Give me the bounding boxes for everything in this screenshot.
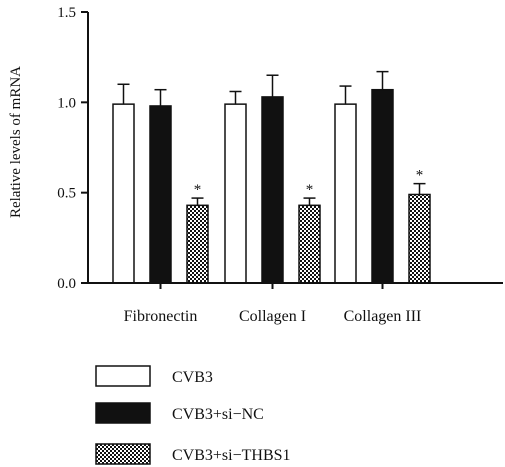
legend-swatch: [95, 365, 151, 387]
significance-marker: *: [416, 168, 424, 184]
bar: [334, 103, 357, 284]
bar: [149, 105, 172, 284]
y-axis: 0.0 0.5 1.0 1.5: [57, 5, 89, 292]
x-axis: Fibronectin Collagen I Collagen III: [88, 282, 503, 325]
y-tick-label: 1.5: [57, 5, 76, 21]
bar: [298, 204, 321, 284]
y-tick-label: 1.0: [57, 95, 76, 111]
significance-marker: *: [306, 182, 314, 198]
y-tick-label: 0.5: [57, 186, 76, 202]
bar: [261, 96, 284, 284]
bar: [371, 88, 394, 284]
bars-group: * * *: [112, 70, 431, 284]
bar: [224, 103, 247, 284]
y-axis-title: Relative levels of mRNA: [8, 66, 24, 218]
bar: [408, 193, 431, 284]
significance-marker: *: [194, 182, 202, 198]
x-category-label: Collagen III: [344, 308, 422, 325]
legend: CVB3 CVB3+si−NC CVB3+si−THBS1: [95, 365, 291, 465]
bar: [112, 103, 135, 284]
legend-label: CVB3: [172, 369, 213, 386]
bar: [186, 204, 209, 284]
legend-swatch: [95, 443, 151, 465]
legend-label: CVB3+si−NC: [172, 406, 264, 423]
legend-label: CVB3+si−THBS1: [172, 447, 291, 464]
legend-swatch: [95, 402, 151, 424]
x-category-label: Collagen I: [239, 308, 306, 325]
x-category-label: Fibronectin: [124, 308, 198, 325]
y-tick-label: 0.0: [57, 276, 76, 292]
